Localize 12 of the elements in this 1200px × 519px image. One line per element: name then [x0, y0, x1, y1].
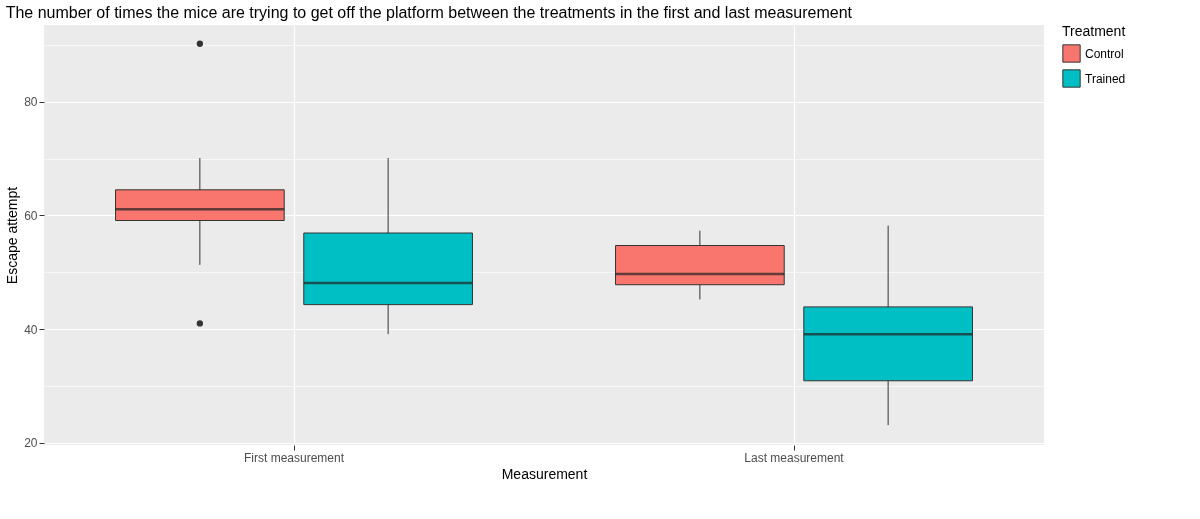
legend-title: Treatment: [1062, 23, 1126, 39]
y-tick-label: 40: [24, 322, 38, 337]
y-tick-label: 20: [24, 436, 38, 451]
x-tick-label: Last measurement: [744, 450, 845, 465]
chart-title: The number of times the mice are trying to get off the platform between the treatments in the first and last measurement: [5, 4, 853, 21]
y-tick-label: 80: [24, 95, 38, 110]
legend-label: Control: [1085, 46, 1124, 61]
y-axis-title: Escape attempt: [4, 186, 21, 285]
legend-label: Trained: [1085, 71, 1126, 86]
y-tick-label: 60: [24, 208, 38, 223]
x-axis-title: Measurement: [501, 465, 588, 482]
x-tick-label: First measurement: [243, 450, 345, 465]
